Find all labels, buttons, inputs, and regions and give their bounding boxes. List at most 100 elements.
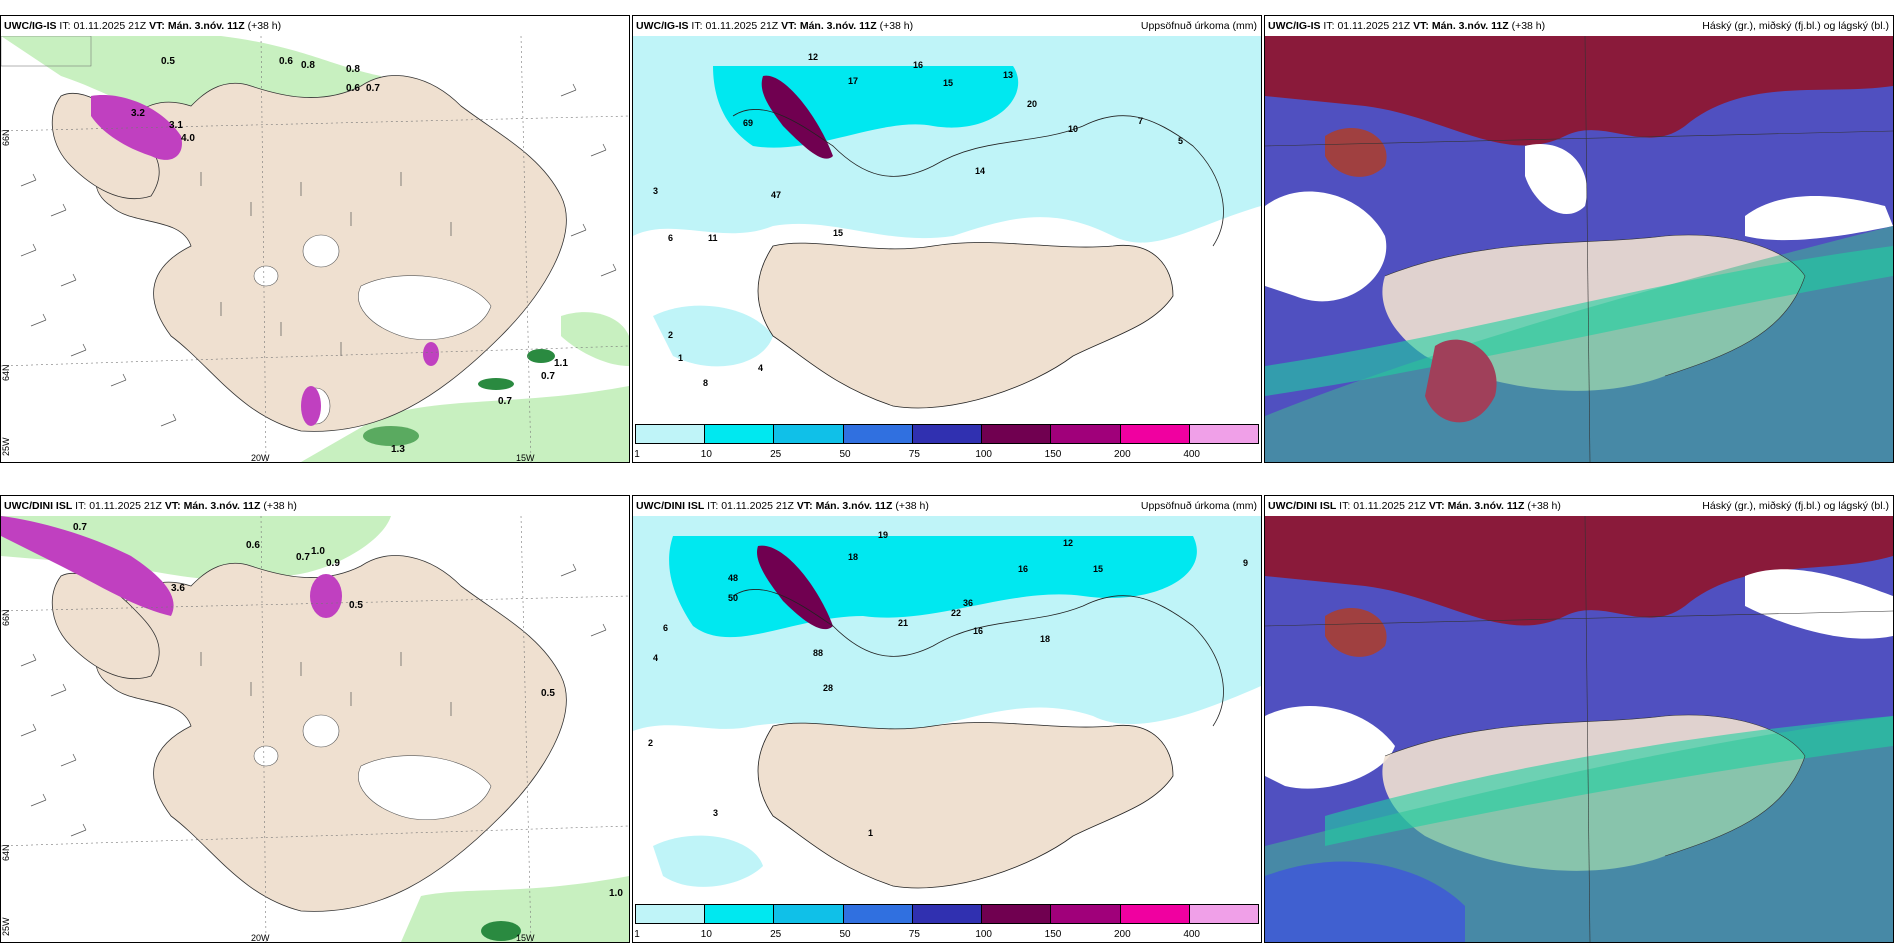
precip-value: 6	[663, 623, 668, 633]
precip-value: 2	[668, 330, 673, 340]
model-name: UWC/DINI ISL	[4, 500, 73, 512]
colorbar-swatch	[705, 905, 775, 923]
it-label: IT:	[691, 20, 703, 32]
precip-value: 50	[728, 593, 738, 603]
model-name: UWC/IG-IS	[1268, 20, 1321, 32]
precip-value: 69	[743, 118, 753, 128]
lat-label-66n: 66N	[1, 129, 11, 146]
colorbar-swatch	[774, 905, 844, 923]
colorbar-tick: 10	[700, 449, 712, 460]
vt-label: VT:	[781, 20, 797, 32]
wind-map: 20W 15W 66N 64N 25W 0.5 0.6 0.8 0.8 0.6 …	[1, 36, 629, 462]
panel-header: UWC/IG-IS IT: 01.11.2025 21Z VT: Mán. 3.…	[1, 16, 629, 36]
colorbar-swatch	[1120, 905, 1190, 923]
precip-value: 12	[1063, 538, 1073, 548]
colorbar-tick: 10	[700, 929, 712, 940]
colorbar-swatch	[1051, 905, 1121, 923]
panel-header: UWC/DINI ISL IT: 01.11.2025 21Z VT: Mán.…	[1, 496, 629, 516]
it-value: 01.11.2025 21Z	[721, 500, 794, 512]
colorbar-swatch	[774, 425, 844, 443]
colorbar-swatch	[843, 905, 913, 923]
precip-value: 16	[913, 60, 923, 70]
colorbar-tick: 25	[770, 449, 782, 460]
colorbar-tick: 75	[908, 929, 920, 940]
precip-value: 11	[708, 233, 718, 243]
precip-value: 22	[951, 608, 961, 618]
precip-value: 47	[771, 190, 781, 200]
it-label: IT:	[1339, 500, 1351, 512]
precip-map: 12 16 17 15 13 10 7 5 3 6 4 1 2 8 11 14 …	[633, 36, 1261, 420]
precip-value: 13	[1003, 70, 1013, 80]
panel-header: UWC/IG-IS IT: 01.11.2025 21Z VT: Mán. 3.…	[1265, 16, 1893, 36]
lead-time: (+38 h)	[1511, 20, 1546, 32]
lon-label-20w: 20W	[251, 453, 270, 462]
precip-value: 88	[813, 648, 823, 658]
colorbar-tick: 1	[634, 449, 640, 460]
vt-value: Mán. 3.nóv. 11Z	[167, 20, 245, 32]
wind-value: 3.1	[169, 120, 183, 131]
panel-header: UWC/IG-IS IT: 01.11.2025 21Z VT: Mán. 3.…	[633, 16, 1261, 36]
colorbar-tick: 50	[839, 929, 851, 940]
precip-value: 16	[973, 626, 983, 636]
panel-wind-bottom: UWC/DINI ISL IT: 01.11.2025 21Z VT: Mán.…	[0, 495, 630, 943]
colorbar	[635, 424, 1259, 444]
wind-value: 0.6	[346, 83, 360, 94]
precip-value: 7	[1138, 116, 1143, 126]
panel-wind-top: UWC/IG-IS IT: 01.11.2025 21Z VT: Mán. 3.…	[0, 15, 630, 463]
colorbar-tick: 400	[1183, 449, 1200, 460]
precip-value: 18	[1040, 634, 1050, 644]
wind-value: 1.0	[311, 546, 325, 557]
colorbar-swatch	[912, 425, 983, 443]
precip-value: 20	[1027, 99, 1037, 109]
lat-label-25w: 25W	[1, 917, 11, 936]
panel-title: Háský (gr.), miðský (fj.bl.) og lágský (…	[1702, 500, 1889, 512]
precip-value: 15	[1093, 564, 1103, 574]
precip-value: 48	[728, 573, 738, 583]
lat-label-25w: 25W	[1, 437, 11, 456]
lat-label-64n: 64N	[1, 844, 11, 861]
precip-value: 5	[1178, 136, 1183, 146]
colorbar-tick: 50	[839, 449, 851, 460]
colorbar-swatch	[636, 425, 706, 443]
precip-value: 3	[653, 186, 658, 196]
colorbar-swatch	[1120, 425, 1190, 443]
precip-value: 1	[868, 828, 873, 838]
precip-value: 9	[1243, 558, 1248, 568]
lead-time: (+38 h)	[879, 20, 914, 32]
panel-title: Uppsöfnuð úrkoma (mm)	[1140, 500, 1257, 512]
panel-precip-bottom: UWC/DINI ISL IT: 01.11.2025 21Z VT: Mán.…	[632, 495, 1262, 943]
precip-value: 16	[1018, 564, 1028, 574]
vt-label: VT:	[796, 500, 813, 512]
colorbar-tick: 100	[975, 449, 992, 460]
model-name: UWC/IG-IS	[4, 20, 57, 32]
panel-title: Uppsöfnuð úrkoma (mm)	[1140, 20, 1257, 32]
precip-value: 18	[848, 552, 858, 562]
precip-value: 10	[1068, 124, 1078, 134]
colorbar-swatch	[1189, 905, 1258, 923]
wind-map: 20W 15W 66N 64N 25W 0.7 0.6 0.7 1.0 0.9 …	[1, 516, 629, 942]
lead-time: (+38 h)	[247, 20, 282, 32]
vt-label: VT:	[164, 500, 181, 512]
precip-value: 21	[898, 618, 908, 628]
wind-value: 0.6	[246, 540, 260, 551]
colorbar-tick: 1	[634, 929, 640, 940]
wind-value: 0.5	[349, 600, 363, 611]
wind-value: 1.1	[554, 358, 568, 369]
colorbar-tick: 75	[908, 449, 920, 460]
colorbar-tick: 200	[1113, 449, 1131, 460]
wind-value: 0.8	[346, 64, 360, 75]
panel-title: Háský (gr.), miðský (fj.bl.) og lágský (…	[1702, 20, 1889, 32]
precip-map: 19 18 16 12 15 21 36 22 16 18 9 6 4 2 1 …	[633, 516, 1261, 900]
precip-value: 14	[975, 166, 985, 176]
precip-value: 28	[823, 683, 833, 693]
precip-value: 1	[678, 353, 683, 363]
colorbar-swatch	[1189, 425, 1258, 443]
wind-value: 4.0	[181, 133, 195, 144]
lat-label-64n: 64N	[1, 364, 11, 381]
colorbar-tick: 150	[1044, 449, 1062, 460]
wind-value: 3.2	[131, 108, 145, 119]
model-name: UWC/IG-IS	[636, 20, 689, 32]
precip-value: 3	[713, 808, 718, 818]
model-name: UWC/DINI ISL	[636, 500, 705, 512]
vt-label: VT:	[1428, 500, 1445, 512]
